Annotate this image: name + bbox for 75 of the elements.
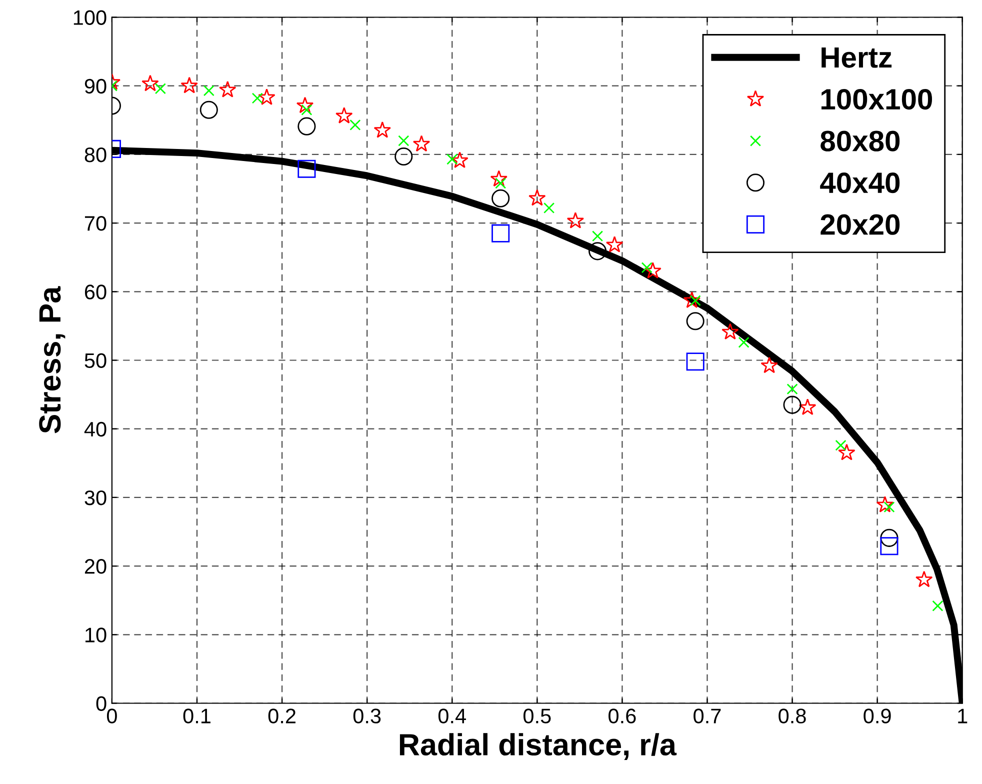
point bbox=[932, 600, 944, 612]
point bbox=[641, 262, 652, 274]
point bbox=[880, 528, 898, 547]
x-tick-label: 0.7 bbox=[694, 708, 721, 724]
point bbox=[374, 121, 391, 138]
point bbox=[798, 398, 816, 416]
y-tick-label: 0 bbox=[96, 696, 106, 711]
point bbox=[252, 92, 263, 104]
point bbox=[350, 119, 361, 131]
point bbox=[412, 135, 430, 152]
point bbox=[528, 189, 546, 206]
point bbox=[588, 242, 607, 260]
point bbox=[335, 107, 353, 124]
point bbox=[258, 88, 276, 105]
point bbox=[838, 444, 856, 460]
point bbox=[446, 154, 458, 165]
point bbox=[154, 83, 166, 94]
point bbox=[835, 440, 846, 451]
point bbox=[142, 74, 159, 92]
y-tick-label: 70 bbox=[84, 216, 106, 231]
x-tick-label: 0.9 bbox=[864, 708, 891, 724]
point bbox=[394, 147, 413, 166]
y-tick-label: 90 bbox=[84, 78, 106, 94]
point bbox=[915, 570, 933, 588]
point bbox=[686, 352, 704, 371]
x-tick-label: 0.6 bbox=[608, 708, 636, 724]
point bbox=[398, 135, 410, 146]
point bbox=[218, 80, 236, 98]
point bbox=[490, 170, 508, 187]
x-tick-label: 0.5 bbox=[523, 708, 551, 724]
legend-label: Hertz bbox=[822, 47, 892, 68]
point bbox=[298, 117, 316, 136]
x-tick-label: 0.4 bbox=[438, 708, 466, 724]
y-tick-label: 30 bbox=[84, 490, 106, 506]
y-tick-label: 60 bbox=[84, 284, 106, 300]
x-tick-label: 0.3 bbox=[353, 708, 381, 724]
x-tick-label: 1 bbox=[958, 708, 968, 724]
y-tick-label: 10 bbox=[86, 628, 106, 642]
point bbox=[876, 496, 894, 512]
point bbox=[644, 262, 662, 279]
y-tick-label: 100 bbox=[74, 10, 106, 25]
point bbox=[544, 202, 555, 214]
x-tick-label: 0.8 bbox=[778, 708, 806, 724]
point bbox=[683, 292, 701, 308]
x-tick-label: 0.2 bbox=[268, 708, 296, 724]
point bbox=[566, 212, 584, 228]
point bbox=[180, 76, 198, 94]
point bbox=[296, 96, 314, 114]
point bbox=[783, 396, 802, 414]
x-tick-label: 0.1 bbox=[183, 708, 210, 724]
point bbox=[298, 160, 316, 178]
x-tick-label: 0 bbox=[106, 708, 117, 724]
y-tick-label: 50 bbox=[84, 353, 106, 368]
point bbox=[786, 384, 798, 395]
y-axis-title: Stress, Pa bbox=[39, 286, 66, 434]
point bbox=[606, 236, 624, 252]
point bbox=[203, 85, 214, 96]
point bbox=[880, 537, 898, 556]
point bbox=[492, 224, 510, 242]
point bbox=[492, 189, 510, 208]
point bbox=[686, 312, 704, 330]
point bbox=[200, 100, 218, 119]
legend-label: 20x20 bbox=[820, 214, 900, 235]
x-axis-title: Radial distance, r/a bbox=[400, 733, 677, 760]
legend-label: 40x40 bbox=[820, 172, 900, 194]
legend-label: 100x100 bbox=[821, 88, 932, 110]
point bbox=[722, 323, 739, 340]
point bbox=[738, 336, 750, 348]
point bbox=[451, 152, 468, 168]
y-tick-label: 80 bbox=[84, 147, 106, 162]
legend-label: 80x80 bbox=[820, 130, 900, 152]
y-tick-label: 20 bbox=[84, 559, 106, 574]
point bbox=[760, 356, 778, 374]
point bbox=[592, 230, 604, 242]
y-tick-label: 40 bbox=[84, 422, 106, 437]
